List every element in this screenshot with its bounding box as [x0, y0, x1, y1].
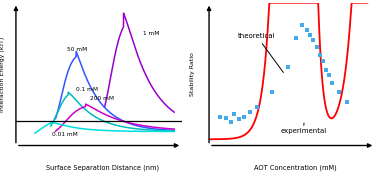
Point [285, 66, 291, 69]
Text: 200 mM: 200 mM [90, 96, 114, 101]
Point [254, 106, 260, 108]
Point [320, 60, 326, 62]
Text: AOT Concentration (mM): AOT Concentration (mM) [254, 164, 337, 171]
Point [323, 68, 329, 71]
Point [336, 91, 342, 94]
Text: 1 mM: 1 mM [143, 31, 159, 36]
Point [344, 101, 350, 103]
Text: Interaction Energy (k₂T): Interaction Energy (k₂T) [0, 36, 5, 112]
Point [223, 117, 229, 120]
Point [304, 29, 310, 31]
Text: 0.01 mM: 0.01 mM [52, 132, 78, 137]
Point [326, 73, 332, 76]
Text: Surface Separation Distance (nm): Surface Separation Distance (nm) [46, 164, 159, 171]
Point [330, 82, 336, 85]
Text: 50 mM: 50 mM [67, 47, 87, 52]
Point [310, 39, 316, 41]
Point [314, 46, 320, 49]
Point [269, 91, 275, 94]
Text: theoretical: theoretical [237, 33, 284, 73]
Point [236, 118, 242, 121]
Point [247, 111, 253, 113]
Point [231, 113, 237, 116]
Point [217, 116, 223, 118]
Point [299, 24, 305, 26]
Text: 0.1 mM: 0.1 mM [76, 87, 98, 92]
Point [317, 53, 323, 56]
Text: experimental: experimental [280, 123, 327, 134]
Text: Stability Ratio: Stability Ratio [190, 52, 195, 96]
Point [241, 116, 247, 118]
Point [293, 36, 299, 39]
Point [307, 34, 313, 36]
Point [228, 121, 234, 123]
